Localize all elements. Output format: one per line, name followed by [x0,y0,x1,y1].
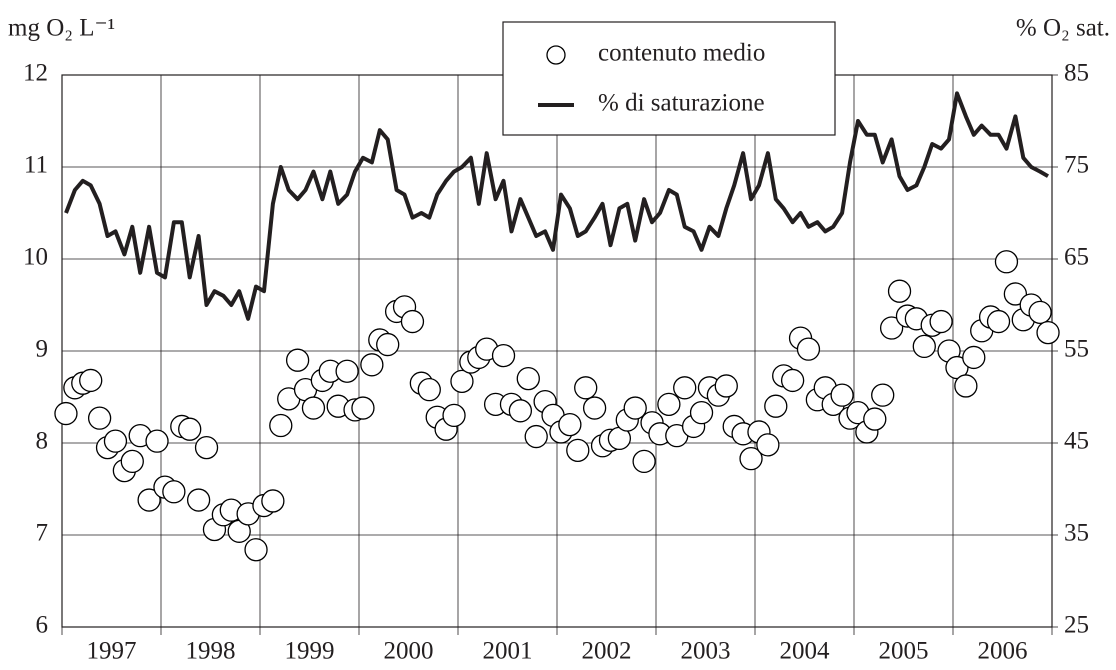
legend-label: contenuto medio [598,40,765,67]
data-point [962,345,986,370]
x-tick-label: 2002 [582,638,632,665]
data-point [714,374,738,398]
data-point [796,337,821,361]
data-point [194,435,219,460]
data-point [335,359,359,383]
data-point [400,309,425,334]
data-point [301,396,326,420]
data-point [516,366,540,391]
y-tick-label: 6 [36,612,49,639]
data-point [994,250,1019,274]
data-point [491,343,516,368]
data-point [632,449,656,474]
x-tick-label: 2003 [681,638,731,665]
data-point [120,449,144,474]
x-tick-label: 1999 [285,638,335,665]
data-point [756,433,780,457]
data-point [623,396,647,420]
line-series [64,91,1050,321]
data-point [871,383,895,407]
data-point [582,396,607,420]
y-tick-label: 9 [36,336,49,363]
legend-label: % di saturazione [598,90,765,117]
data-point [351,396,375,420]
data-point [137,488,161,512]
x-tick-label: 2004 [780,638,831,665]
y-tick-label: 8 [36,428,49,455]
data-point [673,376,697,400]
data-point [830,383,854,407]
x-tick-label: 1998 [186,638,236,665]
data-point [244,538,268,562]
data-point [558,412,582,437]
legend: contenuto medio % di saturazione [502,21,836,136]
data-point [574,376,598,400]
y2-tick-label: 55 [1064,336,1089,363]
data-point [54,401,78,426]
data-point [657,392,681,417]
data-point [162,480,186,504]
data-point [87,406,112,430]
y2-axis-label: % O₂ sat. [1016,15,1110,42]
y2-tick-label: 25 [1064,612,1089,639]
x-tick-label: 2001 [483,638,533,665]
data-point [879,316,904,340]
legend-marker [546,45,566,65]
data-point [739,446,763,471]
data-point [417,377,441,402]
y2-tick-label: 35 [1064,520,1089,547]
data-point [508,399,533,423]
data-point [103,429,128,453]
data-point [442,403,466,428]
data-point [986,309,1011,334]
y2-tick-label: 85 [1064,60,1089,87]
data-point [1028,300,1052,325]
data-point [360,353,384,377]
data-point [764,394,788,418]
legend-box [502,21,836,136]
data-point [863,407,887,431]
y-tick-label: 11 [24,152,48,179]
data-point [887,279,912,303]
data-point [566,438,590,463]
data-point [261,489,285,513]
x-tick-label: 2000 [384,638,434,665]
data-point [780,368,805,393]
y-tick-label: 10 [23,244,48,271]
data-point [450,369,474,394]
y2-tick-label: 75 [1064,152,1089,179]
y-axis-label: mg O₂ L⁻¹ [8,15,115,42]
data-point [269,413,293,438]
data-point [376,332,400,357]
data-point [178,417,202,441]
data-point [1003,282,1028,306]
y2-tick-label: 45 [1064,428,1089,455]
data-point [954,374,978,398]
data-point [929,309,953,334]
y-tick-label: 12 [23,60,48,87]
y2-tick-label: 65 [1064,244,1089,271]
data-point [79,368,103,393]
x-tick-label: 1997 [87,638,137,665]
x-tick-label: 2006 [978,638,1028,665]
data-point [145,429,169,453]
data-point [285,348,310,372]
data-point [689,400,714,425]
x-tick-label: 2005 [879,638,929,665]
data-point [524,424,548,449]
data-point [912,334,936,359]
data-point [186,488,211,512]
y-tick-label: 7 [36,520,49,547]
data-point [1036,320,1060,345]
